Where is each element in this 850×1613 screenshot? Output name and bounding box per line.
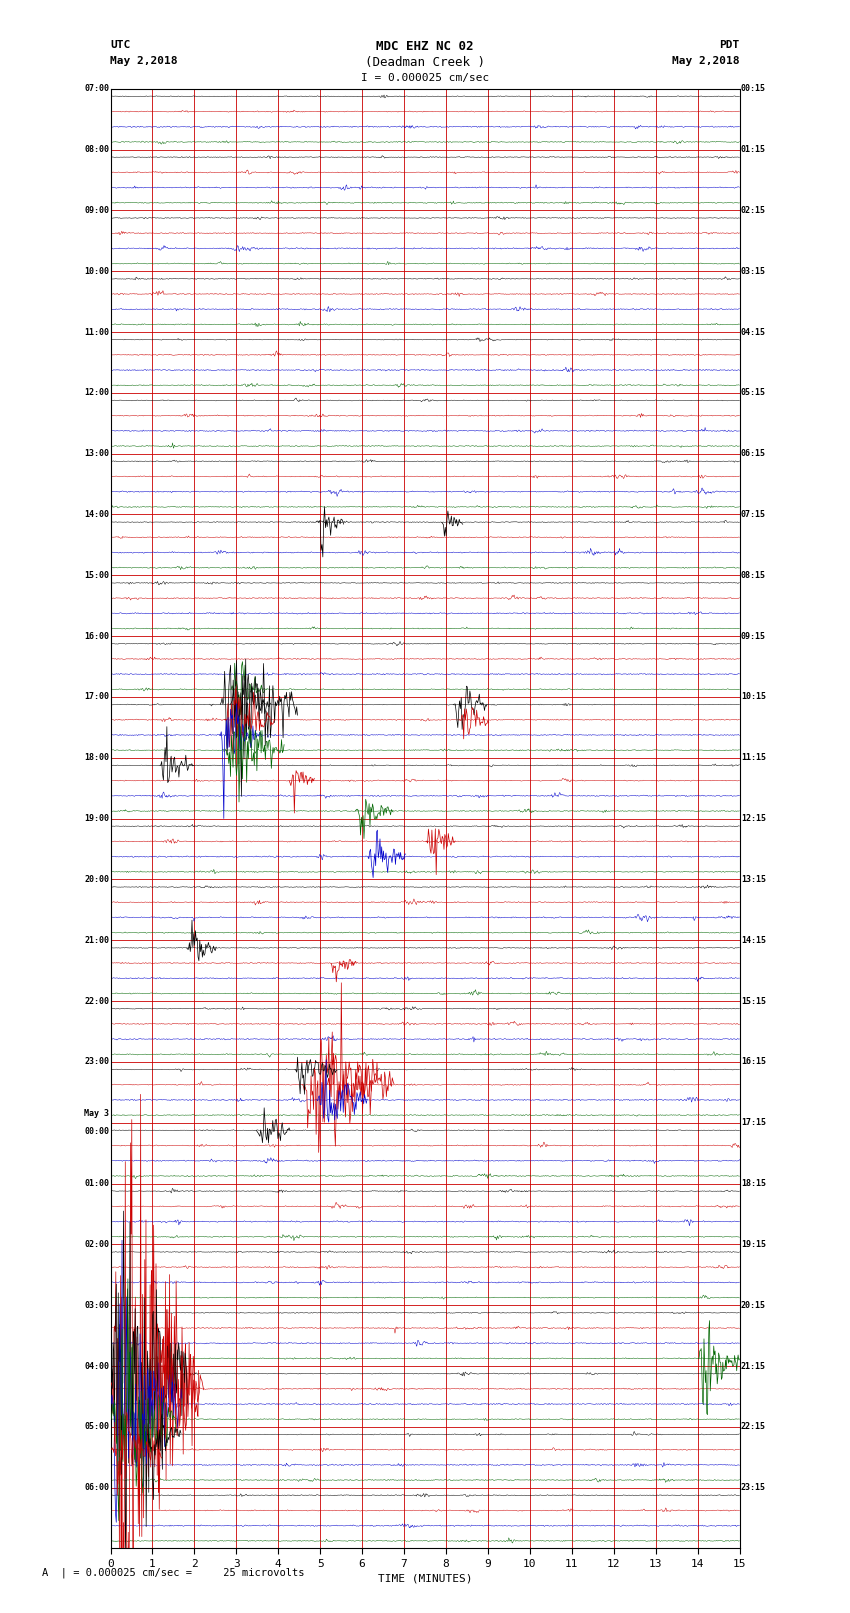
Text: (Deadman Creek ): (Deadman Creek ) [365,56,485,69]
Text: 23:15: 23:15 [741,1484,766,1492]
Text: 10:00: 10:00 [84,266,109,276]
Text: 12:15: 12:15 [741,815,766,823]
Text: 10:15: 10:15 [741,692,766,702]
Text: 01:15: 01:15 [741,145,766,153]
X-axis label: TIME (MINUTES): TIME (MINUTES) [377,1573,473,1582]
Text: 00:00: 00:00 [84,1127,109,1136]
Text: 21:00: 21:00 [84,936,109,945]
Text: A  | = 0.000025 cm/sec =     25 microvolts: A | = 0.000025 cm/sec = 25 microvolts [42,1566,305,1578]
Text: 02:15: 02:15 [741,206,766,215]
Text: 06:00: 06:00 [84,1484,109,1492]
Text: 14:15: 14:15 [741,936,766,945]
Text: 17:00: 17:00 [84,692,109,702]
Text: 13:00: 13:00 [84,448,109,458]
Text: 16:15: 16:15 [741,1058,766,1066]
Text: PDT: PDT [719,40,740,50]
Text: May 3: May 3 [84,1110,109,1118]
Text: 18:00: 18:00 [84,753,109,763]
Text: 06:15: 06:15 [741,448,766,458]
Text: 13:15: 13:15 [741,874,766,884]
Text: 16:00: 16:00 [84,632,109,640]
Text: 01:00: 01:00 [84,1179,109,1189]
Text: I = 0.000025 cm/sec: I = 0.000025 cm/sec [361,73,489,82]
Text: MDC EHZ NC 02: MDC EHZ NC 02 [377,40,473,53]
Text: 18:15: 18:15 [741,1179,766,1189]
Text: 07:15: 07:15 [741,510,766,519]
Text: 19:00: 19:00 [84,815,109,823]
Text: 21:15: 21:15 [741,1361,766,1371]
Text: 19:15: 19:15 [741,1240,766,1248]
Text: 04:00: 04:00 [84,1361,109,1371]
Text: 22:15: 22:15 [741,1423,766,1431]
Text: 12:00: 12:00 [84,389,109,397]
Text: 08:00: 08:00 [84,145,109,153]
Text: 09:15: 09:15 [741,632,766,640]
Text: 23:00: 23:00 [84,1058,109,1066]
Text: 04:15: 04:15 [741,327,766,337]
Text: May 2,2018: May 2,2018 [110,56,178,66]
Text: 20:15: 20:15 [741,1300,766,1310]
Text: 15:15: 15:15 [741,997,766,1005]
Text: 03:00: 03:00 [84,1300,109,1310]
Text: UTC: UTC [110,40,131,50]
Text: 09:00: 09:00 [84,206,109,215]
Text: 17:15: 17:15 [741,1118,766,1127]
Text: 20:00: 20:00 [84,874,109,884]
Text: 14:00: 14:00 [84,510,109,519]
Text: 03:15: 03:15 [741,266,766,276]
Text: 00:15: 00:15 [741,84,766,94]
Text: 15:00: 15:00 [84,571,109,579]
Text: 22:00: 22:00 [84,997,109,1005]
Text: 07:00: 07:00 [84,84,109,94]
Text: May 2,2018: May 2,2018 [672,56,740,66]
Text: 05:00: 05:00 [84,1423,109,1431]
Text: 08:15: 08:15 [741,571,766,579]
Text: 11:00: 11:00 [84,327,109,337]
Text: 02:00: 02:00 [84,1240,109,1248]
Text: 05:15: 05:15 [741,389,766,397]
Text: 11:15: 11:15 [741,753,766,763]
